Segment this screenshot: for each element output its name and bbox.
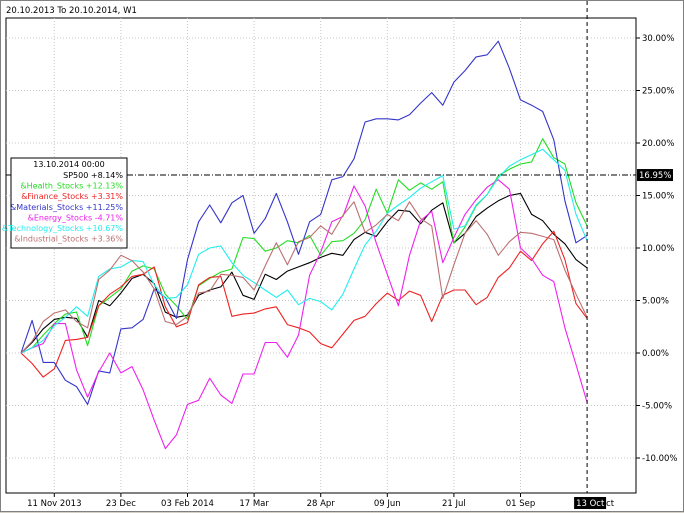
legend-entry: &Technology_Stocks +10.67%	[2, 224, 124, 233]
crosshair-y-label: 16.95%	[639, 171, 671, 181]
series-line	[20, 179, 588, 450]
crosshair-x-label-tail: ct	[606, 499, 615, 509]
legend-entry: &Materials_Stocks +11.25%	[10, 203, 123, 212]
series-line	[20, 201, 588, 354]
legend-header: 13.10.2014 00:00	[33, 160, 104, 169]
y-tick-label: 30.00%	[642, 34, 674, 44]
y-tick-label: -5.00%	[642, 402, 672, 412]
x-tick-label: 28 Apr	[307, 499, 336, 509]
x-tick-label: 09 Jun	[374, 499, 401, 509]
y-tick-label: 20.00%	[642, 139, 674, 149]
crosshair-y-box	[637, 169, 673, 182]
y-tick-label: -10.00%	[642, 454, 677, 464]
chart-title: 20.10.2013 To 20.10.2014, W1	[6, 6, 137, 16]
legend-entry: &Industrial_Stocks +3.36%	[14, 235, 123, 244]
legend-entry: SP500 +8.14%	[63, 171, 123, 180]
x-tick-label: 21 Jul	[442, 499, 466, 509]
legend-box	[10, 157, 128, 249]
x-tick-label: 03 Feb 2014	[161, 499, 214, 509]
series-line	[20, 40, 588, 405]
series-line	[20, 148, 588, 354]
x-tick-label: 23 Dec	[106, 499, 136, 509]
y-tick-label: 0.00%	[642, 349, 669, 359]
crosshair-x-label: 13 Oct	[576, 499, 605, 509]
x-tick-label: 11 Nov 2013	[27, 499, 81, 509]
series-lines	[20, 40, 588, 450]
legend-entry: &Energy_Stocks -4.71%	[28, 213, 124, 222]
x-tick-label: 17 Mar	[239, 499, 269, 509]
crosshair-x-box	[574, 497, 607, 509]
x-tick-label: 01 Sep	[506, 499, 536, 509]
y-tick-label: 25.00%	[642, 87, 674, 97]
legend-entry: &Health_Stocks +12.13%	[20, 182, 123, 191]
y-tick-label: 10.00%	[642, 244, 674, 254]
legend-entry: &Finance_Stocks +3.31%	[21, 192, 123, 201]
x-axis-ticks: 11 Nov 2013 23 Dec 03 Feb 2014 17 Mar 28 Apr…	[27, 493, 535, 509]
legend: 13.10.2014 00:00 SP500 +8.14% &Health_Stoc…	[2, 157, 128, 249]
y-axis-ticks: 30.00% 25.00% 20.00% 15.00% 10.00% 5.00% 0.00%…	[636, 34, 677, 464]
series-line	[20, 192, 588, 354]
y-tick-label: 5.00%	[642, 297, 669, 307]
y-tick-label: 15.00%	[642, 192, 674, 202]
series-line	[20, 230, 588, 378]
